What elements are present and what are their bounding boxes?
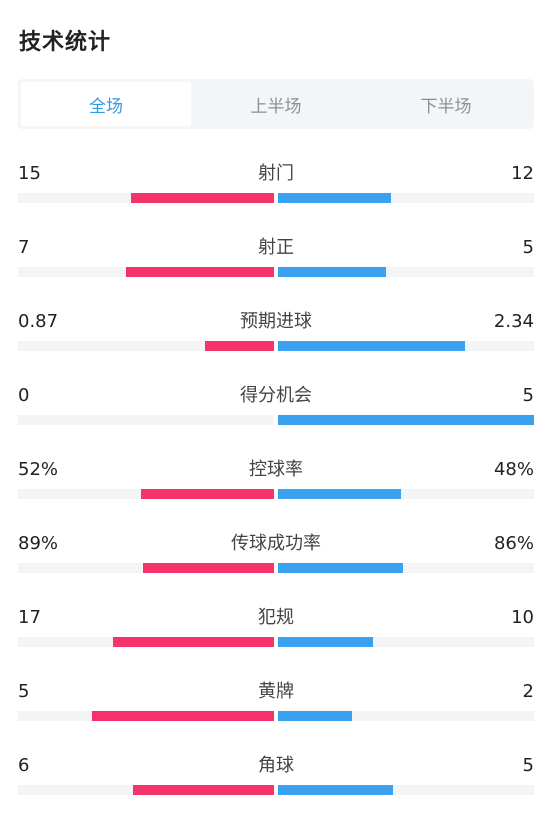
stat-right-track — [278, 711, 534, 721]
stat-left-value: 7 — [18, 237, 30, 258]
stat-left-track — [18, 637, 274, 647]
stat-name: 传球成功率 — [231, 533, 321, 554]
stat-left-track — [18, 785, 274, 795]
stat-left-track — [18, 193, 274, 203]
stat-right-value: 2.34 — [493, 311, 534, 332]
stat-left-value: 0.87 — [18, 311, 59, 332]
tab-second-half[interactable]: 下半场 — [420, 96, 472, 117]
stat-right-bar — [278, 563, 404, 573]
stat-row-shots: 15 射门 12 — [18, 161, 534, 235]
stat-right-track — [278, 563, 534, 573]
stat-row-fouls: 17 犯规 10 — [18, 605, 534, 679]
stat-right-value: 12 — [511, 163, 534, 184]
stat-name: 预期进球 — [240, 311, 312, 332]
stat-left-track — [18, 267, 274, 277]
stat-left-bar — [92, 711, 274, 721]
tab-full-match[interactable]: 全场 — [21, 82, 191, 126]
stat-left-bar — [125, 267, 274, 277]
stat-name: 得分机会 — [240, 385, 312, 406]
stat-left-bar — [140, 489, 274, 499]
stat-right-bar — [278, 193, 391, 203]
stat-left-value: 6 — [18, 755, 30, 776]
stat-row-big-chances: 0 得分机会 5 — [18, 383, 534, 457]
stat-left-bar — [130, 193, 274, 203]
stat-left-bar — [204, 341, 274, 351]
stat-right-bar — [278, 341, 465, 351]
stat-right-bar — [278, 785, 394, 795]
stat-row-possession: 52% 控球率 48% — [18, 457, 534, 531]
stat-right-bar — [278, 711, 353, 721]
stat-right-track — [278, 637, 534, 647]
stat-right-track — [278, 489, 534, 499]
stat-right-value: 5 — [522, 755, 534, 776]
stat-row-expected-goals: 0.87 预期进球 2.34 — [18, 309, 534, 383]
stat-left-track — [18, 711, 274, 721]
stat-right-bar — [278, 267, 386, 277]
stat-left-track — [18, 341, 274, 351]
stat-name: 射正 — [258, 237, 294, 258]
stat-left-value: 52% — [18, 459, 59, 480]
stat-row-yellow-cards: 5 黄牌 2 — [18, 679, 534, 753]
stat-right-track — [278, 193, 534, 203]
stat-name: 控球率 — [249, 459, 303, 480]
stat-right-bar — [278, 489, 401, 499]
stat-right-value: 5 — [522, 237, 534, 258]
tab-first-half[interactable]: 上半场 — [250, 96, 302, 117]
stat-name: 角球 — [258, 755, 294, 776]
stat-right-value: 48% — [493, 459, 534, 480]
stat-left-value: 89% — [18, 533, 59, 554]
stat-row-corners: 6 角球 5 — [18, 753, 534, 827]
stat-left-value: 15 — [18, 163, 41, 184]
stat-left-bar — [143, 563, 274, 573]
stat-right-bar — [278, 637, 373, 647]
stat-left-bar — [133, 785, 274, 795]
stat-left-track — [18, 489, 274, 499]
stat-left-track — [18, 563, 274, 573]
page-title: 技术统计 — [19, 30, 112, 55]
stat-left-value: 5 — [18, 681, 30, 702]
stat-right-track — [278, 341, 534, 351]
stat-row-pass-accuracy: 89% 传球成功率 86% — [18, 531, 534, 605]
stat-right-value: 10 — [511, 607, 534, 628]
stat-right-bar — [278, 415, 534, 425]
stat-right-value: 86% — [493, 533, 534, 554]
stat-row-shots-on-target: 7 射正 5 — [18, 235, 534, 309]
stat-name: 黄牌 — [258, 681, 294, 702]
stat-right-value: 2 — [522, 681, 534, 702]
stat-name: 射门 — [258, 163, 294, 184]
stat-right-track — [278, 785, 534, 795]
stat-right-track — [278, 415, 534, 425]
stat-left-bar — [112, 637, 274, 647]
stat-name: 犯规 — [258, 607, 294, 628]
stat-left-value: 0 — [18, 385, 30, 406]
period-tabs: 全场 上半场 下半场 — [18, 79, 534, 129]
stat-left-track — [18, 415, 274, 425]
stat-right-value: 5 — [522, 385, 534, 406]
stat-left-value: 17 — [18, 607, 41, 628]
stat-right-track — [278, 267, 534, 277]
